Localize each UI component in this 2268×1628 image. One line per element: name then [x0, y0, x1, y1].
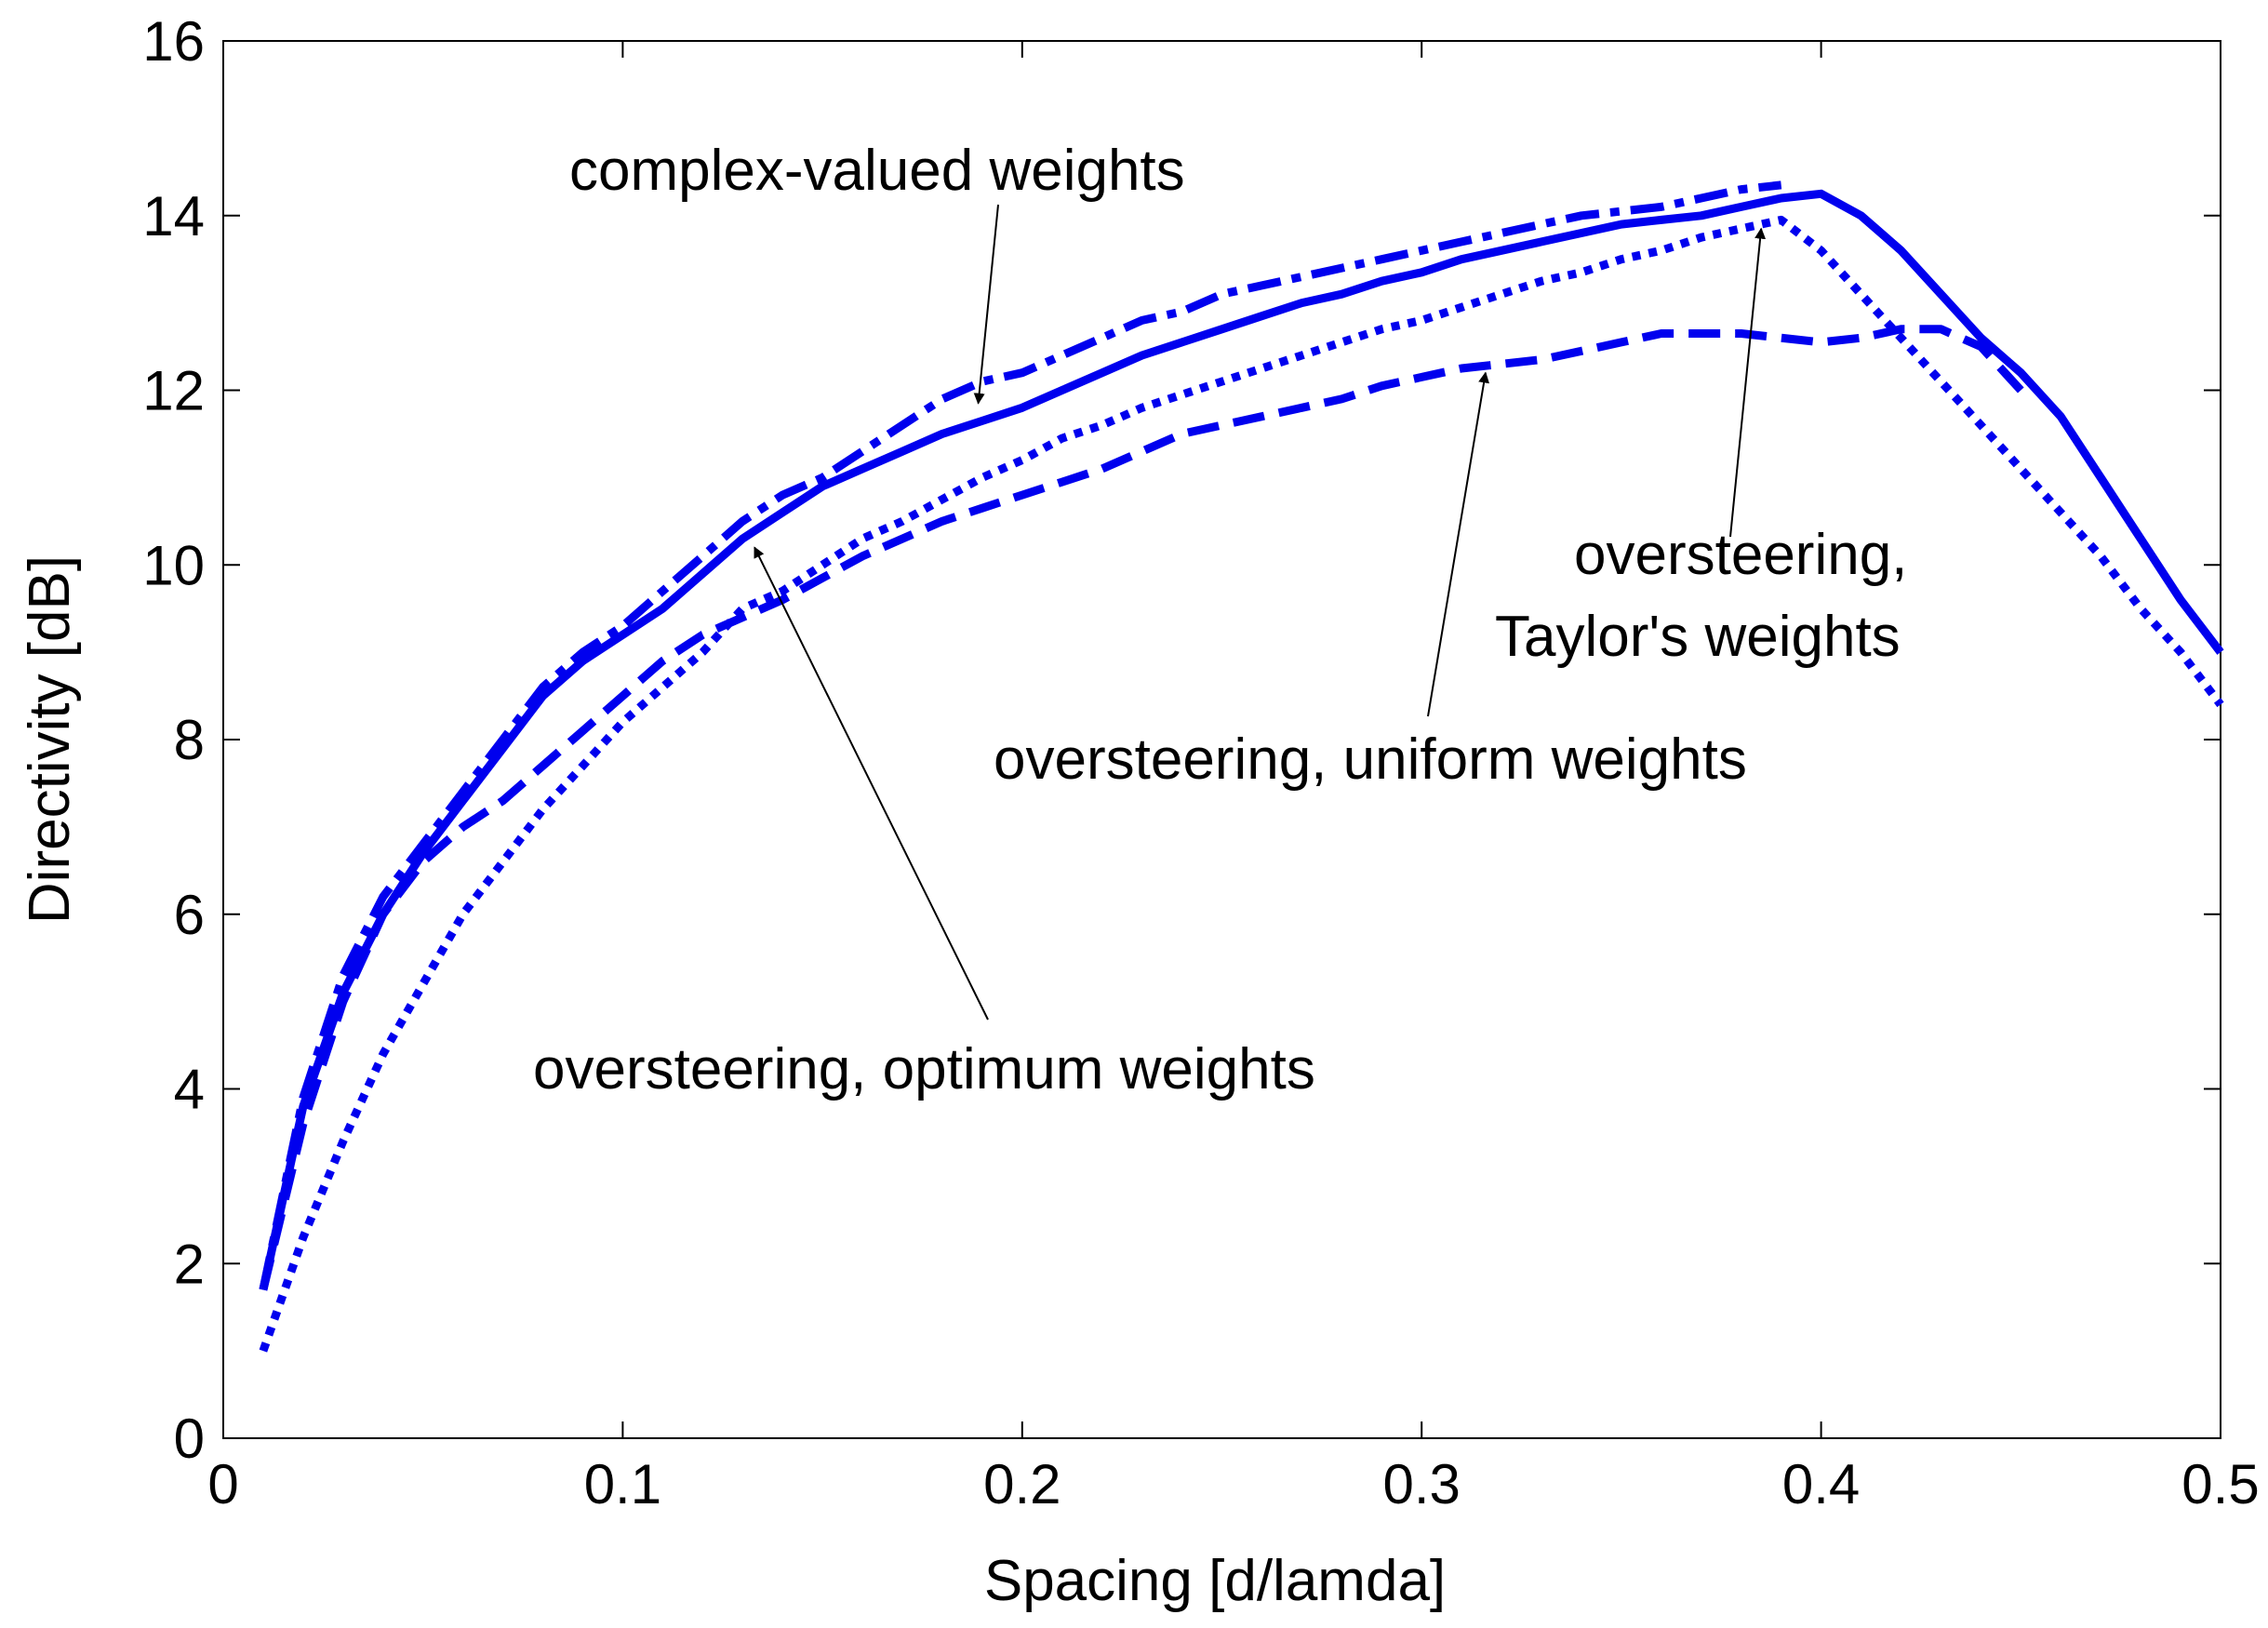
- x-tick-label: 0.1: [584, 1453, 661, 1515]
- axis-ticks: 0 0.1 0.2 0.3 0.4 0.5 0 2 4 6 8 10 12 14 16: [142, 10, 2259, 1515]
- x-tick-label: 0.2: [983, 1453, 1061, 1515]
- series-line-oversteering-uniform-weights: [259, 325, 2024, 1291]
- y-axis-label: Directivity [dB]: [18, 555, 82, 924]
- x-tick-label: 0: [207, 1453, 238, 1515]
- x-tick-label: 0.5: [2181, 1453, 2259, 1515]
- y-tick-label: 8: [174, 709, 205, 771]
- y-tick-label: 6: [174, 884, 205, 946]
- annotation-optimum-weights: oversteering, optimum weights: [533, 1037, 1315, 1101]
- annotation-arrow: [1427, 371, 1490, 717]
- x-tick-label: 0.4: [1782, 1453, 1860, 1515]
- annotation-arrow: [973, 204, 999, 405]
- y-tick-label: 14: [142, 185, 205, 247]
- y-tick-label: 0: [174, 1408, 205, 1470]
- y-tick-label: 4: [174, 1059, 205, 1121]
- annotation-taylor-weights-line2: Taylor's weights: [1495, 605, 1901, 669]
- x-tick-label: 0.3: [1382, 1453, 1460, 1515]
- series-line-oversteering-optimum-weights: [259, 189, 2224, 1291]
- y-tick-label: 12: [142, 360, 205, 422]
- annotation-arrow: [754, 546, 989, 1021]
- annotation-taylor-weights-line1: oversteering,: [1574, 523, 1907, 587]
- series-lines: [259, 180, 2224, 1353]
- x-axis-label: Spacing [d/lamda]: [984, 1549, 1446, 1613]
- series-line-complex-valued-weights: [259, 180, 1782, 1291]
- y-tick-label: 10: [142, 534, 205, 596]
- annotation-uniform-weights: oversteering, uniform weights: [994, 727, 1747, 792]
- y-tick-label: 16: [142, 10, 205, 73]
- plot-area: [222, 40, 2221, 1439]
- annotation-complex-valued-weights: complex-valued weights: [569, 139, 1185, 203]
- annotation-arrows: [754, 204, 1767, 1021]
- y-tick-label: 2: [174, 1233, 205, 1295]
- annotation-arrow: [1729, 227, 1767, 538]
